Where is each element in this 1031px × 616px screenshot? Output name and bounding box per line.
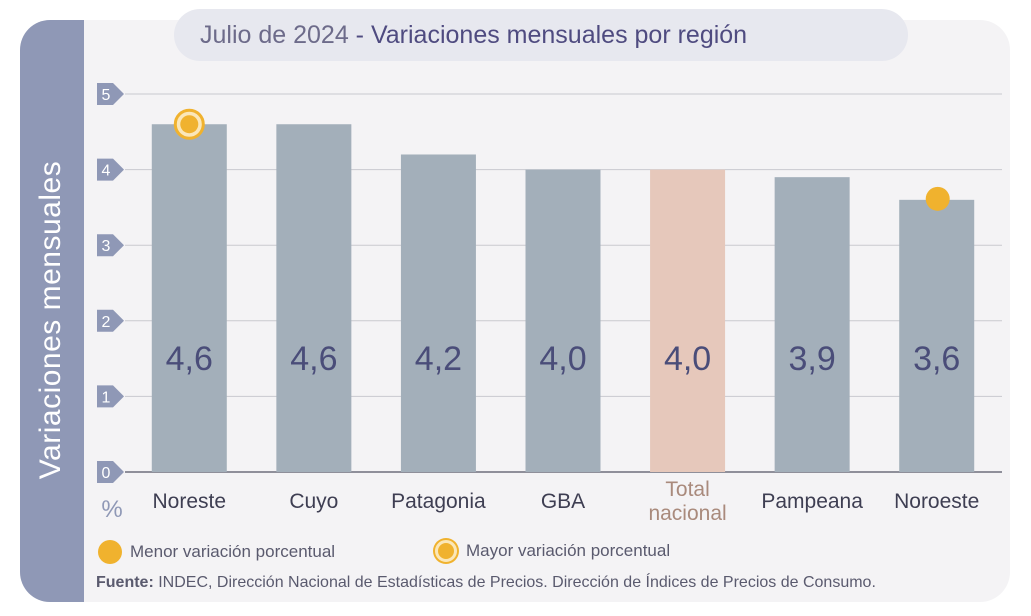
source-note: Fuente: INDEC, Dirección Nacional de Est… bbox=[96, 574, 876, 592]
bar-value-label: 4,0 bbox=[539, 340, 586, 378]
y-tick-label: 5 bbox=[102, 87, 111, 104]
bar-value-label: 4,6 bbox=[290, 340, 337, 378]
bar-value-label: 4,0 bbox=[664, 340, 711, 378]
y-tick-label: 2 bbox=[102, 314, 111, 331]
unit-label: % bbox=[101, 496, 122, 523]
source-label: Fuente: bbox=[96, 574, 154, 591]
side-band: Variaciones mensuales bbox=[20, 20, 84, 602]
chart-title: Julio de 2024 - Variaciones mensuales po… bbox=[174, 9, 908, 61]
y-tick-badge bbox=[97, 158, 124, 181]
bar-value-label: 4,2 bbox=[415, 340, 462, 378]
x-tick-label: nacional bbox=[648, 502, 726, 525]
max-marker-core bbox=[180, 115, 199, 134]
bar bbox=[650, 169, 726, 472]
bar-value-label: 3,6 bbox=[913, 340, 960, 378]
title-separator: - bbox=[348, 20, 371, 49]
title-main: Variaciones mensuales por región bbox=[370, 20, 748, 49]
x-tick-label: Pampeana bbox=[761, 490, 863, 513]
legend-max-label: Mayor variación porcentual bbox=[466, 541, 671, 560]
bar-value-label: 3,9 bbox=[789, 340, 836, 378]
y-tick-badge bbox=[97, 385, 124, 408]
y-tick-badge bbox=[97, 309, 124, 332]
legend-item-max: Mayor variación porcentual bbox=[434, 540, 670, 562]
y-tick-badge bbox=[97, 234, 124, 257]
x-tick-label: Noroeste bbox=[894, 490, 979, 513]
x-tick-label: Total bbox=[665, 478, 709, 501]
x-tick-label: Cuyo bbox=[289, 490, 338, 513]
bar bbox=[151, 124, 227, 473]
source-text: INDEC, Dirección Nacional de Estadística… bbox=[153, 574, 876, 591]
bar-value-label: 4,6 bbox=[166, 340, 213, 378]
y-tick-badge bbox=[97, 83, 124, 105]
bar bbox=[400, 154, 476, 473]
x-tick-label: Noreste bbox=[153, 490, 227, 513]
bar bbox=[774, 177, 850, 472]
y-tick-label: 0 bbox=[102, 465, 111, 482]
y-tick-label: 4 bbox=[102, 163, 111, 180]
x-tick-label: Patagonia bbox=[391, 490, 486, 513]
min-marker bbox=[925, 186, 950, 211]
bar bbox=[525, 169, 601, 472]
legend-item-min: Menor variación porcentual bbox=[98, 540, 335, 564]
y-tick-label: 3 bbox=[102, 238, 111, 255]
y-tick-badge bbox=[97, 461, 124, 483]
max-marker-icon bbox=[435, 540, 457, 562]
x-tick-label: GBA bbox=[541, 490, 585, 513]
bar bbox=[276, 124, 352, 473]
bar bbox=[899, 199, 975, 472]
y-tick-label: 1 bbox=[102, 389, 111, 406]
min-marker-icon bbox=[98, 540, 122, 564]
legend-min-label: Menor variación porcentual bbox=[130, 542, 336, 561]
title-date: Julio de 2024 bbox=[200, 20, 349, 49]
